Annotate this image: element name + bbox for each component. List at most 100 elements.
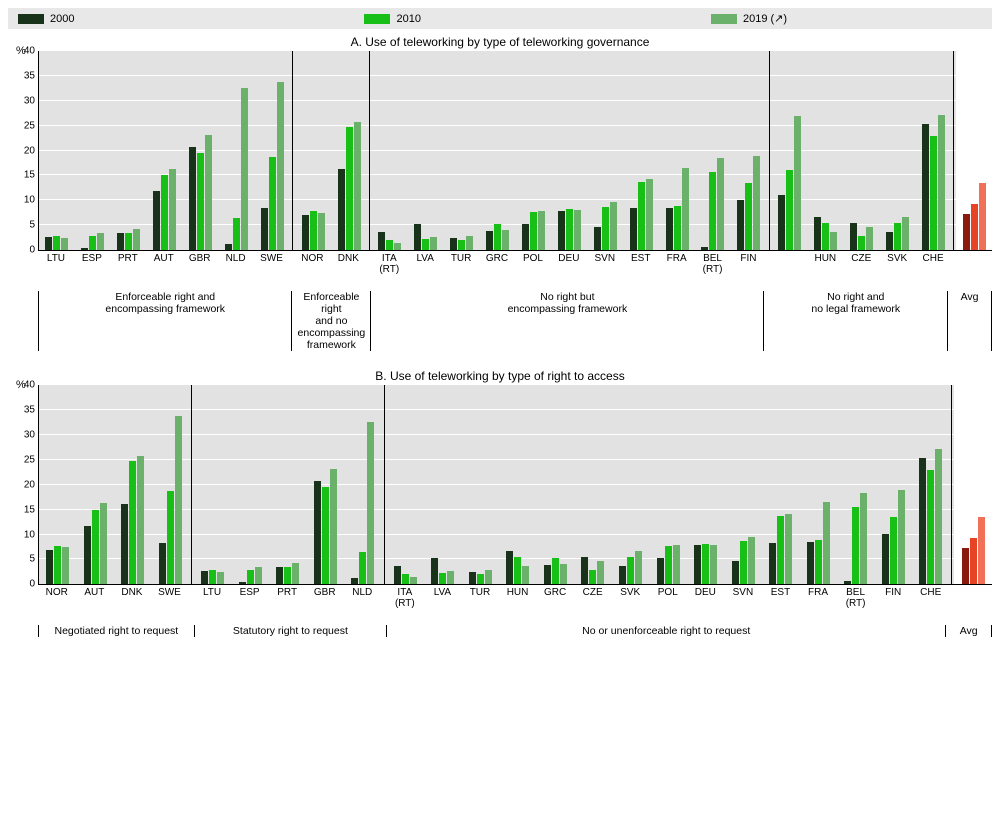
panel-a-title: A. Use of teleworking by type of telewor…	[8, 35, 992, 49]
bar	[522, 566, 529, 584]
panel-b-title: B. Use of teleworking by type of right t…	[8, 369, 992, 383]
country-slot	[307, 385, 345, 584]
x-label: DNK	[113, 585, 151, 609]
ytick-label: 40	[17, 380, 35, 391]
bar	[866, 227, 873, 250]
bar	[815, 540, 822, 584]
bar	[378, 232, 385, 250]
country-slot	[372, 51, 408, 250]
bar	[431, 558, 438, 584]
x-label: ITA(RT)	[386, 585, 424, 609]
country-slot	[695, 51, 731, 250]
bar	[860, 493, 867, 585]
bar	[657, 558, 664, 584]
country-slot	[551, 51, 587, 250]
bar	[247, 570, 254, 584]
bar	[269, 157, 276, 250]
x-label: CHE	[912, 585, 950, 609]
bar	[121, 504, 128, 585]
ytick-label: 20	[17, 479, 35, 490]
country-slot	[77, 385, 115, 584]
bar	[558, 211, 565, 250]
country-slot	[152, 385, 190, 584]
group-label: Avg	[945, 625, 992, 637]
bar	[979, 183, 986, 250]
x-label: NOR	[294, 251, 330, 275]
panel-a-chart: % 0510152025303540 LTUESPPRTAUTGBRNLDSWE…	[38, 51, 992, 351]
bar	[935, 449, 942, 584]
bar	[430, 237, 437, 250]
bar	[100, 503, 107, 584]
bar	[530, 212, 537, 250]
bar	[359, 552, 366, 584]
bar	[386, 240, 393, 250]
bar	[737, 200, 744, 250]
country-slot	[537, 385, 575, 584]
bar	[284, 567, 291, 584]
group-labels-a: Enforceable right andencompassing framew…	[38, 291, 992, 351]
bar	[552, 558, 559, 584]
bar	[674, 206, 681, 250]
bar	[89, 236, 96, 250]
country-slot	[114, 385, 152, 584]
country-slot	[687, 385, 725, 584]
country-slot	[649, 385, 687, 584]
country-slot	[879, 51, 915, 250]
bar	[466, 236, 473, 250]
country-slot	[424, 385, 462, 584]
bar	[239, 582, 246, 584]
bar	[786, 170, 793, 250]
country-slot	[956, 51, 992, 250]
ytick-label: 5	[17, 220, 35, 231]
x-label: AUT	[76, 585, 114, 609]
bar	[153, 191, 160, 250]
bar	[807, 542, 814, 584]
bar	[970, 538, 977, 584]
country-slot	[183, 51, 219, 250]
country-slot	[623, 51, 659, 250]
bar	[92, 510, 99, 585]
country-slot	[772, 51, 808, 250]
legend-label-2010: 2010	[396, 13, 420, 25]
country-slot	[954, 385, 992, 584]
bar	[367, 422, 374, 584]
bar	[745, 183, 752, 250]
bar	[276, 567, 283, 584]
bar	[858, 236, 865, 250]
bar	[822, 223, 829, 250]
plot-area-a: 0510152025303540	[38, 51, 992, 251]
legend-item-2019: 2019 (↗)	[711, 12, 787, 25]
ytick-label: 10	[17, 195, 35, 206]
x-label: PRT	[110, 251, 146, 275]
bar	[255, 567, 262, 584]
bar	[45, 237, 52, 250]
x-label: LVA	[407, 251, 443, 275]
bar	[544, 565, 551, 584]
group-label: Enforceablerightand noencompassingframew…	[291, 291, 370, 351]
bar	[233, 218, 240, 250]
x-label: POL	[649, 585, 687, 609]
bar	[938, 115, 945, 250]
bar	[53, 236, 60, 250]
x-label: EST	[762, 585, 800, 609]
bar	[902, 217, 909, 250]
bar	[477, 574, 484, 584]
bar	[84, 526, 91, 585]
x-label: DEU	[551, 251, 587, 275]
x-label: TUR	[443, 251, 479, 275]
bar	[159, 543, 166, 585]
bar	[133, 229, 140, 250]
country-slot	[516, 51, 552, 250]
x-label: TUR	[461, 585, 499, 609]
bar	[602, 207, 609, 250]
bar	[137, 456, 144, 584]
bar	[414, 224, 421, 250]
country-slot	[724, 385, 762, 584]
bar	[129, 461, 136, 584]
bar	[450, 238, 457, 250]
bar	[646, 179, 653, 250]
country-slot	[218, 51, 254, 250]
country-slot	[480, 51, 516, 250]
bar	[205, 135, 212, 250]
legend-label-2000: 2000	[50, 13, 74, 25]
